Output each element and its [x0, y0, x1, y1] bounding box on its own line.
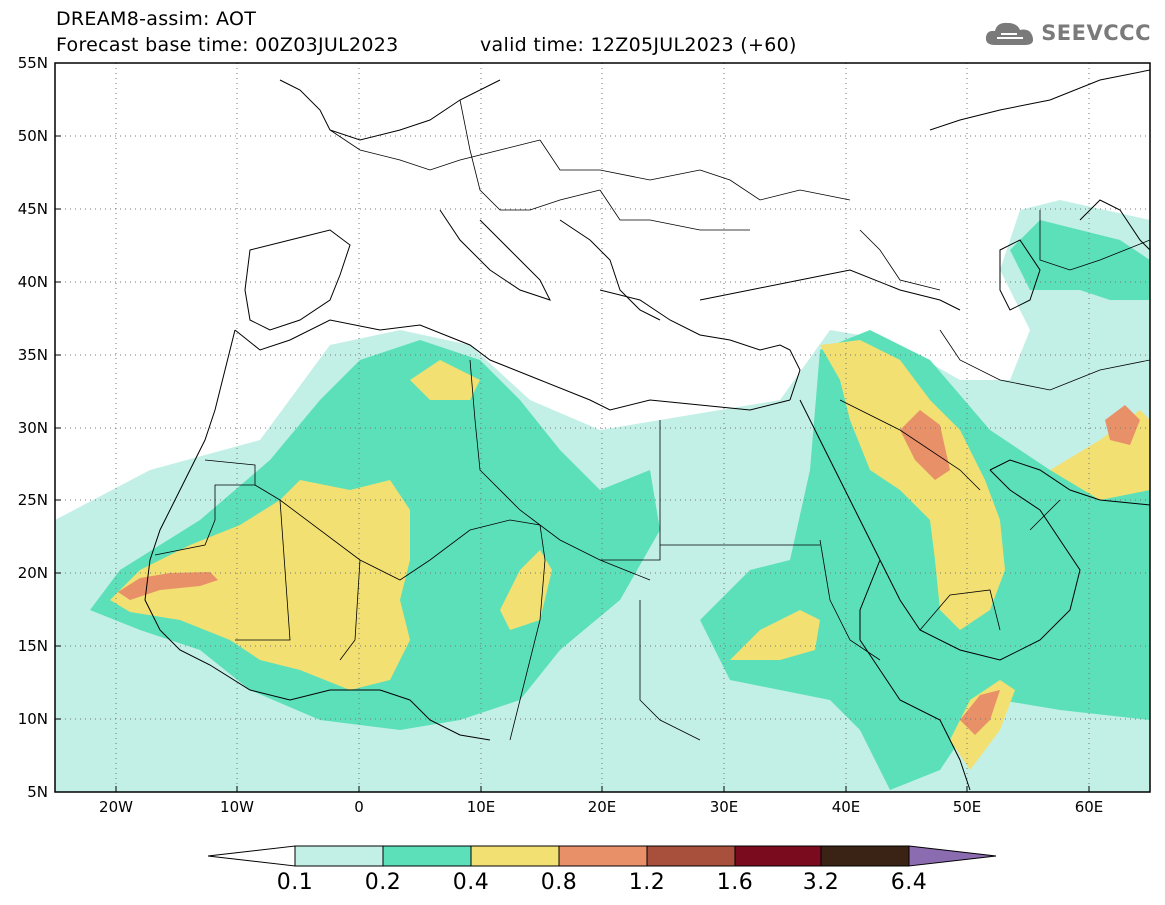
colorbar-label: 0.8 — [540, 870, 578, 895]
cloud-icon — [986, 22, 1034, 45]
aot-band-0-8 — [118, 572, 218, 600]
lat-label: 20N — [18, 564, 48, 582]
axis-ticks — [55, 62, 1090, 792]
colorbar-swatch — [646, 845, 736, 867]
logo-text: SEEVCCC — [1041, 21, 1151, 45]
colorbar-label: 0.2 — [364, 870, 402, 895]
lat-label: 5N — [27, 783, 48, 801]
colorbar-label: 3.2 — [802, 870, 840, 895]
colorbar-label: 0.1 — [276, 870, 314, 895]
colorbar-swatch — [558, 845, 648, 867]
aot-band-0-4 — [500, 550, 552, 630]
coastlines — [144, 69, 1150, 791]
lat-label: 30N — [18, 419, 48, 437]
lon-labels: 20W 10W 0 10E 20E 30E 40E 50E 60E — [99, 798, 1103, 816]
valid-time: valid time: 12Z05JUL2023 (+60) — [480, 34, 797, 56]
lon-label: 10E — [467, 798, 496, 816]
aot-band-0-4 — [730, 610, 820, 660]
aot-band-0-8 — [900, 410, 950, 480]
colorbar-label: 6.4 — [890, 870, 928, 895]
lon-label: 50E — [953, 798, 982, 816]
map-title: DREAM8-assim: AOT — [56, 8, 257, 30]
aot-band-0-2 — [1010, 220, 1150, 300]
lat-label: 55N — [18, 54, 48, 72]
country-borders — [154, 99, 1150, 741]
colorbar-swatch — [820, 845, 910, 867]
aot-band-0-4 — [820, 340, 1005, 630]
forecast-base-time: Forecast base time: 00Z03JUL2023 — [56, 34, 399, 56]
lat-label: 25N — [18, 491, 48, 509]
colorbar-label: 1.2 — [628, 870, 666, 895]
lat-label: 10N — [18, 710, 48, 728]
colorbar-label: 0.4 — [452, 870, 490, 895]
aot-band-0-8 — [1105, 405, 1140, 445]
colorbar-arrow-low — [207, 845, 296, 867]
seevccc-logo: SEEVCCC — [983, 18, 1151, 48]
aot-band-0-4 — [110, 480, 410, 690]
lon-label: 20W — [99, 798, 133, 816]
lon-label: 20E — [588, 798, 617, 816]
aot-field — [55, 200, 1150, 792]
lat-label: 35N — [18, 346, 48, 364]
lon-label: 40E — [832, 798, 861, 816]
lat-label: 45N — [18, 200, 48, 218]
aot-band-0-2 — [700, 330, 1150, 790]
lat-labels: 55N 50N 45N 40N 35N 30N 25N 20N 15N 10N … — [18, 54, 48, 801]
colorbar-swatch — [470, 845, 560, 867]
colorbar-swatch — [734, 845, 822, 867]
colorbar — [207, 845, 997, 867]
aot-band-0-4 — [410, 360, 480, 400]
lon-label: 0 — [354, 798, 364, 816]
colorbar-swatch — [294, 845, 384, 867]
colorbar-label: 1.6 — [716, 870, 754, 895]
lat-label: 15N — [18, 637, 48, 655]
lon-label: 60E — [1075, 798, 1104, 816]
colorbar-swatch — [382, 845, 472, 867]
lat-label: 40N — [18, 273, 48, 291]
aot-band-0-8 — [960, 690, 1000, 735]
lat-label: 50N — [18, 127, 48, 145]
colorbar-arrow-high — [908, 845, 997, 867]
lon-label: 10W — [220, 798, 254, 816]
lon-label: 30E — [710, 798, 739, 816]
